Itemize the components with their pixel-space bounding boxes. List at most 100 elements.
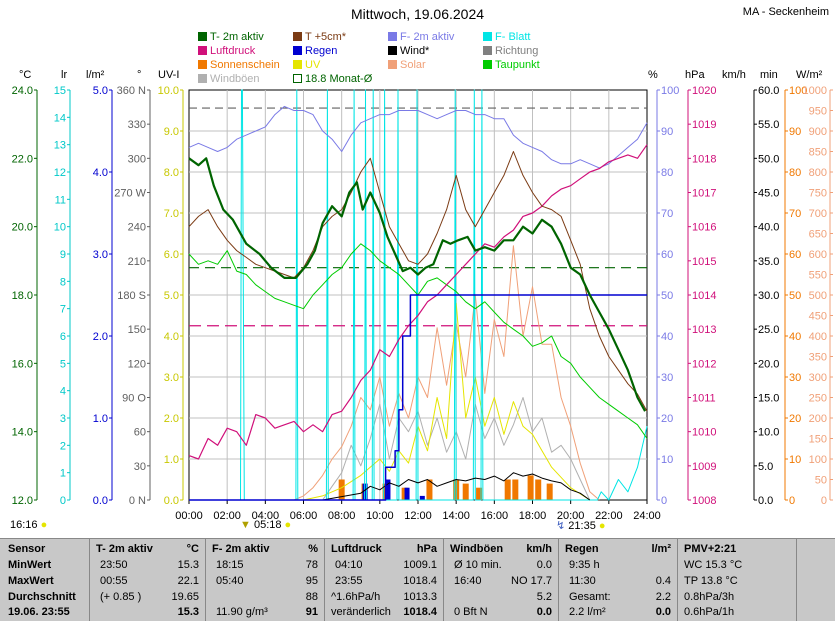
x-tick-label: 18:00 [519,510,547,522]
stats-press-trend-value: 1013.3 [403,591,437,603]
axis-tick-label: 0.0 [758,495,773,507]
axis-tick-label: 400 [809,331,827,343]
stats-wind-col: Windböen km/h Ø 10 min. 0.0 16:40 NO 17.… [443,539,558,621]
axis-tick-label: 1.0 [93,413,108,425]
legend-item: Taupunkt [483,59,540,71]
axis-tick-label: 20 [661,413,673,425]
axis-tick-label: 90 [661,126,673,138]
series-t-2m-aktiv [188,157,647,412]
legend-item: Windböen [198,73,260,85]
axis-tick-label: 5.0 [93,85,108,97]
legend-item: Wind* [388,45,429,57]
axis-tick-label: 7 [60,304,66,316]
axis-tick-label: 40 [789,331,801,343]
stats-wind-mean-value: 5.2 [536,591,552,603]
axis-tick-label: 1013 [692,324,716,336]
legend-label: T- 2m aktiv [210,31,264,43]
rain-bar [419,495,425,500]
axis-tick-label: 12.0 [12,495,33,507]
stats-sensor-col: Sensor MinWert MaxWert Durchschnitt 19.0… [0,539,88,621]
legend-label: F- 2m aktiv [400,31,455,43]
stats-wind-current: 0.0 [536,606,552,618]
axis-tick-label: 330 [128,119,146,131]
axis-tick-label: 700 [809,208,827,220]
stats-pmv-windchill: WC 15.3 °C [684,559,743,571]
sunshine-bar [546,483,553,500]
axis-tick-label: 70 [661,208,673,220]
axis-tick-label: 90 O [122,393,146,405]
axis-tick-label: 22.0 [12,153,33,165]
stats-press-max-value: 1018.4 [403,575,437,587]
axis-tick-label: 15 [54,85,66,97]
axis-tick-label: 100 [789,85,807,97]
axis-tick-label: 13 [54,140,66,152]
axis-tick-label: 35.0 [758,256,779,268]
legend-label: Richtung [495,45,539,57]
stats-hum-absolute: 11.90 g/m³ [216,606,268,618]
axis-tick-label: 60.0 [758,85,779,97]
stats-press-max-time: 23:55 [335,575,363,587]
axis-tick-label: 200 [809,413,827,425]
axis-tick-label: 30 [661,372,673,384]
axis-tick-label: 12 [54,167,66,179]
x-tick-label: 06:00 [290,510,318,522]
stats-wind-max-value: NO 17.7 [511,575,552,587]
axis-tick-label: 0.0 [164,495,179,507]
axis-tick-label: 350 [809,352,827,364]
legend-swatch [483,60,492,69]
axis-tick-label: 250 [809,393,827,405]
axis-tick-label: 18.0 [12,290,33,302]
axis-tick-label: 7.0 [164,208,179,220]
stats-rain-header: Regen [565,543,599,555]
stats-temp-max-time: 00:55 [100,575,128,587]
axis-tick-label: 0.0 [93,495,108,507]
legend-swatch [483,32,492,41]
stats-hum-header: F- 2m aktiv [212,543,270,555]
axis-tick-label: 20 [789,413,801,425]
axis-tick-label: 0 [821,495,827,507]
stats-temp-avg-delta: (+ 0.85 ) [100,591,142,603]
legend-label: T +5cm* [305,31,347,43]
legend-item: Luftdruck [198,45,255,57]
axis-tick-label: 10.0 [758,427,779,439]
stats-pmv-header: PMV+2:21 [684,543,737,555]
series-luftdruck [188,144,648,460]
stats-press-header: Luftdruck [331,543,382,555]
axis-tick-label: 300 [809,372,827,384]
stats-temp-avg-value: 19.65 [171,591,199,603]
sunrise-time: ▼ 05:18 ● [240,519,292,531]
axis-tick-label: 180 S [117,290,146,302]
axis-tick-label: 9 [60,249,66,261]
axis-tick-label: 3.0 [164,372,179,384]
axis-tick-label: 1008 [692,495,716,507]
axis-tick-label: 120 [128,358,146,370]
axis-tick-label: 0 [60,495,66,507]
axis-tick-label: 40 [661,331,673,343]
axis-tick-label: 1019 [692,119,716,131]
stats-hum-unit: % [308,543,318,555]
stats-hum-max-value: 95 [305,575,318,587]
axis-tick-label: 300 [128,153,146,165]
legend-label: Sonnenschein [210,59,280,71]
axis-tick-label: 800 [809,167,827,179]
axis-tick-label: 1012 [692,358,716,370]
stats-pmv-dewpoint: TP 13.8 °C [684,575,738,587]
axis-tick-label: 1020 [692,85,716,97]
corner-time: 16:16 ● [10,519,48,531]
axis-tick-label: 600 [809,249,827,261]
axis-tick-label: 20.0 [758,358,779,370]
axis-tick-label: 10 [661,454,673,466]
legend-label: 18.8 Monat-Ø [305,73,373,85]
legend-item: Sonnenschein [198,59,280,71]
sunshine-bar [462,483,469,500]
legend-item: Solar [388,59,426,71]
axis-tick-label: 70 [789,208,801,220]
axis-tick-label: 2 [60,440,66,452]
unit-deg: ° [137,69,142,81]
x-tick-label: 22:00 [595,510,623,522]
axis-tick-label: 1014 [692,290,716,302]
stats-temp-max-value: 22.1 [177,575,199,587]
axis-tick-label: 150 [809,434,827,446]
stats-wind-beaufort: 0 Bft N [454,606,488,618]
legend-swatch [483,46,492,55]
